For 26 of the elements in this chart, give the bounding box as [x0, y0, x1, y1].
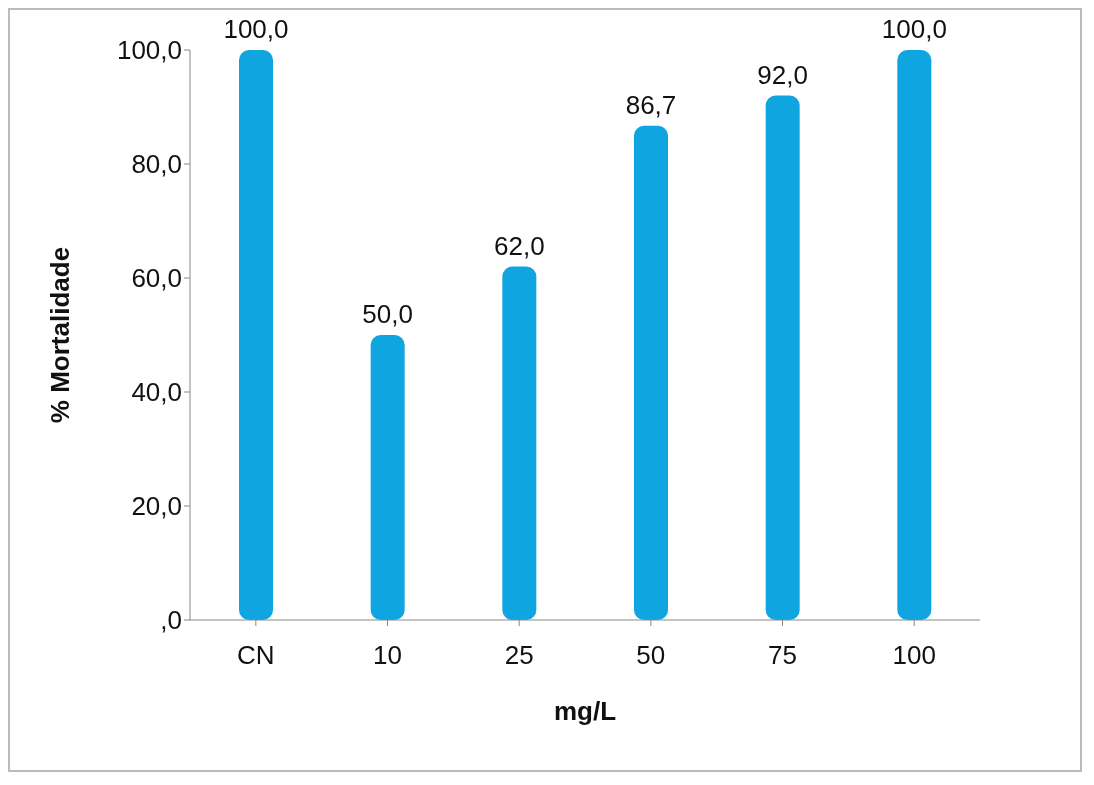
x-axis-title: mg/L: [553, 696, 617, 726]
y-axis-title: % Mortalidade: [45, 246, 76, 424]
y-tick-label: 40,0: [131, 377, 182, 408]
x-tick-label: 10: [373, 640, 402, 671]
y-tick-label: ,0: [160, 605, 182, 636]
data-label: 92,0: [757, 59, 808, 90]
y-tick-label: 20,0: [131, 491, 182, 522]
y-tick-label: 100,0: [116, 35, 182, 66]
x-tick-label: 75: [768, 640, 797, 671]
x-tick-label: 50: [636, 640, 666, 671]
bar: [897, 50, 932, 620]
data-label: 62,0: [494, 230, 545, 261]
bar: [765, 95, 800, 620]
bar: [634, 125, 668, 620]
data-label: 100,0: [881, 14, 947, 44]
y-tick-label: 80,0: [131, 149, 182, 180]
data-label: 50,0: [362, 299, 413, 329]
bar: [370, 335, 405, 620]
data-label: 86,7: [625, 89, 677, 120]
x-tick-label: 25: [504, 640, 534, 671]
bar: [502, 266, 537, 620]
y-tick-label: 60,0: [131, 263, 182, 294]
x-tick-label: 100: [892, 640, 936, 671]
data-label: 100,0: [223, 14, 289, 44]
bar: [239, 50, 273, 620]
x-tick-label: CN: [237, 640, 275, 671]
